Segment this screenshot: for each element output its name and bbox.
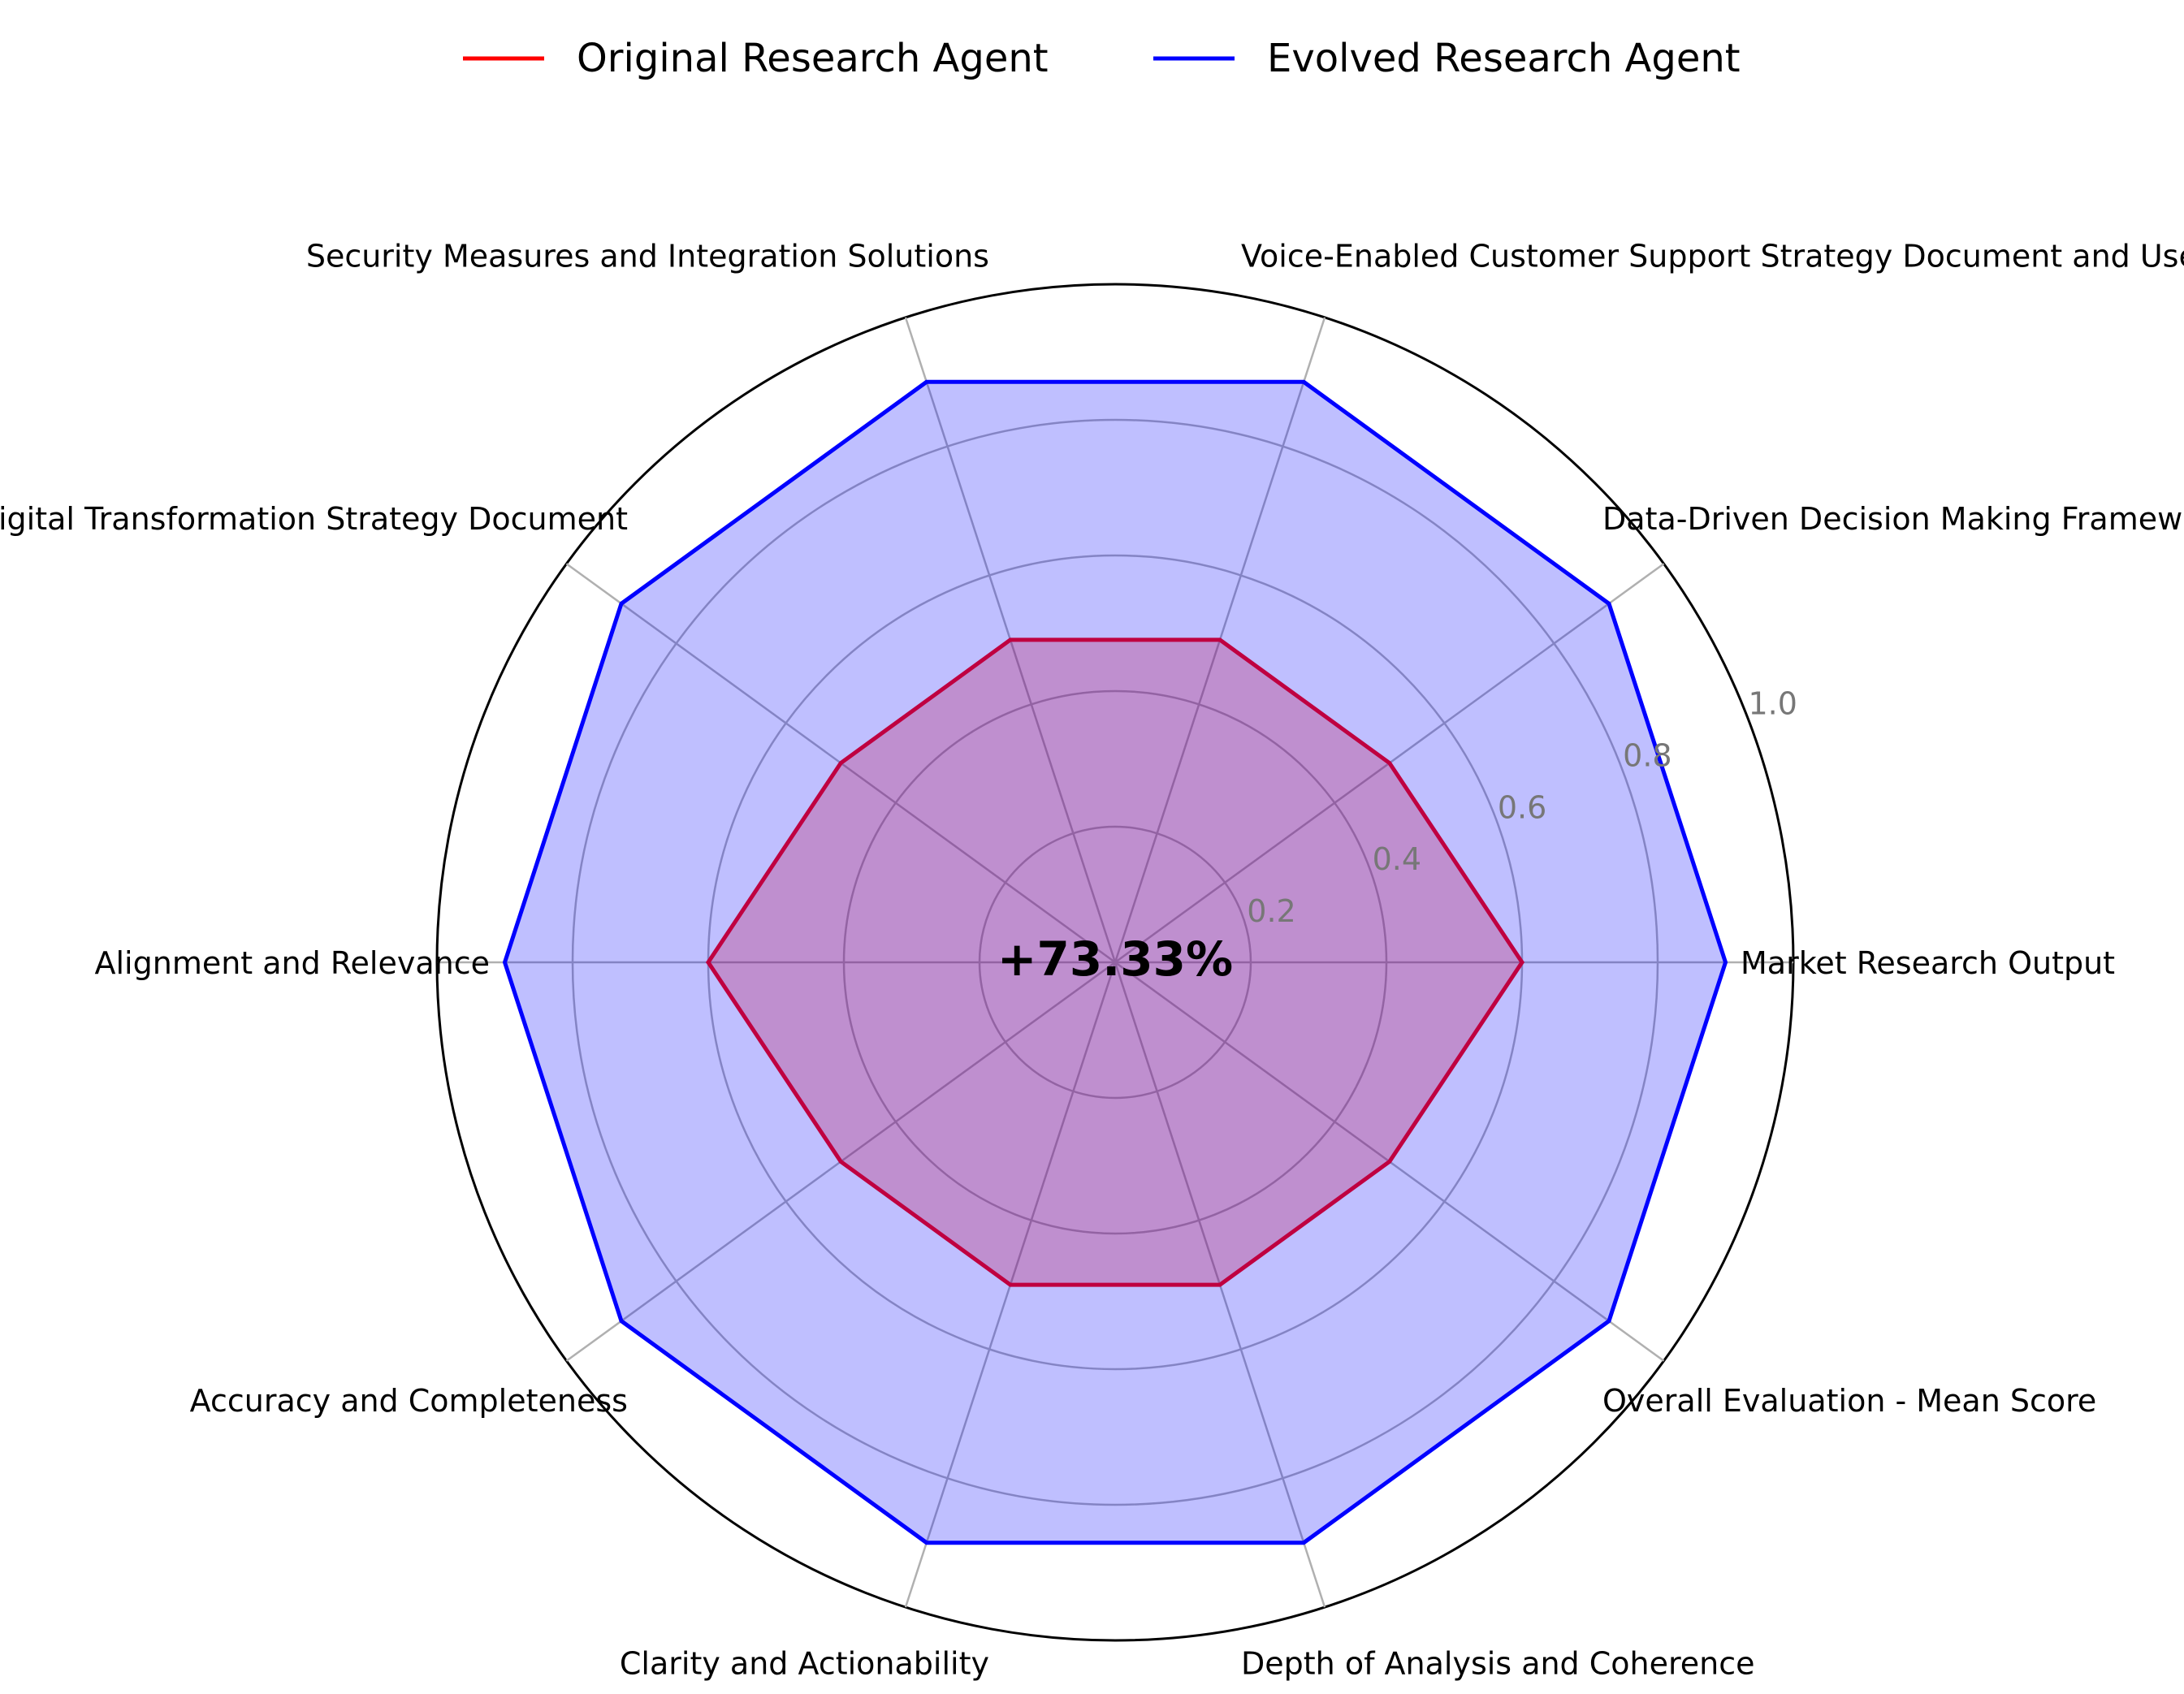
category-label: Comprehensive Digital Transformation Str… (0, 501, 628, 537)
legend: Original Research Agent Evolved Research … (463, 36, 1741, 81)
center-annotation: +73.33% (997, 931, 1233, 987)
category-label: Alignment and Relevance (95, 945, 491, 981)
series-line-0 (705, 637, 1525, 1287)
series-area-1 (504, 382, 1726, 1543)
radial-tick-label: 0.8 (1623, 737, 1672, 773)
category-label: Depth of Analysis and Coherence (1241, 1645, 1755, 1681)
radial-tick-label: 1.0 (1748, 685, 1797, 721)
series-layer (502, 379, 1728, 1545)
label-layer: 0.2 0.4 0.6 0.8 1.0 Market Research Output Dat… (0, 239, 2184, 1682)
radial-tick-label: 0.4 (1373, 841, 1421, 877)
category-label: Clarity and Actionability (620, 1645, 989, 1681)
radial-tick-label: 0.2 (1247, 893, 1295, 929)
series-line-1 (502, 379, 1728, 1545)
category-label: Voice-Enabled Customer Support Strategy … (1241, 239, 2184, 274)
category-label: Overall Evaluation - Mean Score (1602, 1383, 2096, 1419)
series-area-0 (708, 639, 1522, 1286)
category-label: Data-Driven Decision Making Framework an… (1602, 501, 2184, 537)
radial-tick-label: 0.6 (1498, 789, 1546, 825)
legend-label-0: Original Research Agent (577, 36, 1049, 81)
category-label: Market Research Output (1741, 945, 2115, 981)
category-label: Accuracy and Completeness (190, 1383, 628, 1419)
legend-label-1: Evolved Research Agent (1267, 36, 1741, 81)
category-label: Security Measures and Integration Soluti… (306, 239, 989, 274)
